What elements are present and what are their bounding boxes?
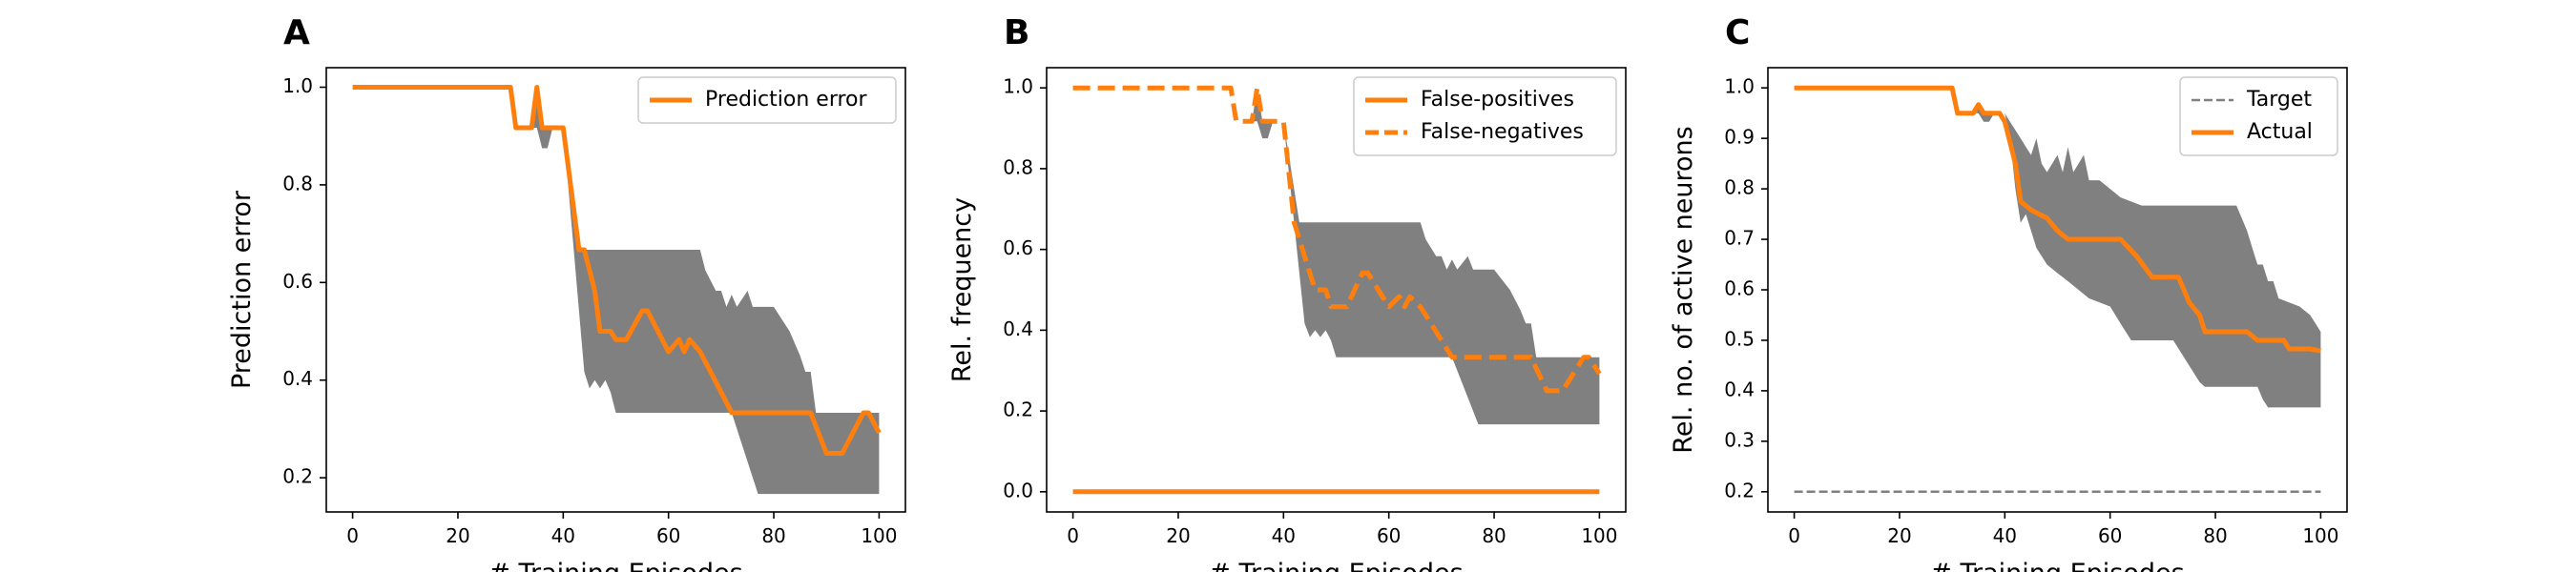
- x-tick-label: 80: [761, 524, 785, 547]
- x-tick-label: 0: [346, 524, 359, 547]
- series-line-prediction-error: [352, 85, 882, 456]
- axes-frame: [1046, 67, 1627, 513]
- panel-b: B 0 20 40 60 80 100 0.0 0.2 0.4 0.6 0.8 1.0 # Trainin…: [947, 13, 1627, 572]
- legend-label: False-negatives: [1421, 120, 1584, 144]
- x-tick-label: 80: [2203, 524, 2227, 547]
- std-band: [352, 87, 880, 495]
- y-tick-label: 0.2: [282, 465, 313, 488]
- x-tick-label: 60: [1377, 524, 1401, 547]
- x-tick-label: 40: [1993, 524, 2017, 547]
- x-axis-label: # Training Episodes: [1209, 559, 1463, 572]
- x-axis-label: # Training Episodes: [1930, 559, 2184, 572]
- y-tick-label: 0.4: [282, 367, 313, 390]
- y-tick-label: 1.0: [1003, 75, 1033, 98]
- y-tick-label: 0.6: [1724, 277, 1755, 300]
- legend-box: [1353, 76, 1617, 156]
- x-tick-label: 80: [1482, 524, 1506, 547]
- y-tick-label: 0.4: [1724, 378, 1755, 400]
- legend-label: Target: [2246, 88, 2312, 112]
- legend-box: [2179, 76, 2338, 156]
- x-tick-label: 20: [1887, 524, 1911, 547]
- panel-letter: A: [283, 13, 310, 52]
- y-tick-label: 0.2: [1003, 398, 1033, 421]
- y-tick-label: 0.7: [1724, 227, 1755, 250]
- y-axis-label: Rel. no. of active neurons: [1669, 126, 1698, 453]
- y-axis-label: Rel. frequency: [947, 197, 977, 382]
- x-tick-label: 100: [861, 524, 897, 547]
- x-tick-label: 20: [446, 524, 469, 547]
- legend-label: Prediction error: [705, 88, 867, 112]
- legend-label: Actual: [2247, 120, 2313, 144]
- x-tick-label: 20: [1166, 524, 1190, 547]
- series-line-false-negatives: [1072, 85, 1602, 394]
- plot-area: [1794, 85, 2321, 494]
- y-tick-label: 0.6: [1003, 236, 1033, 259]
- legend: False-positives False-negatives: [1353, 76, 1617, 156]
- y-axis-label: Prediction error: [227, 190, 257, 389]
- y-tick-label: 0.2: [1724, 479, 1755, 501]
- std-band: [1072, 88, 1600, 425]
- x-tick-label: 0: [1788, 524, 1800, 547]
- y-tick-label: 0.4: [1003, 317, 1033, 340]
- x-tick-label: 100: [1581, 524, 1617, 547]
- legend: Target Actual: [2179, 76, 2338, 156]
- x-tick-label: 60: [2098, 524, 2122, 547]
- y-tick-label: 0.5: [1724, 327, 1755, 350]
- y-tick-label: 0.6: [282, 270, 313, 293]
- y-tick-label: 1.0: [1724, 75, 1755, 98]
- legend: Prediction error: [637, 76, 897, 124]
- panel-c: C 0 20 40 60 80 100 0.2 0.3 0.4 0.5 0.6 0.7 0.8 0.9 1.0…: [1669, 13, 2348, 572]
- y-tick-label: 0.3: [1724, 428, 1755, 451]
- x-tick-label: 40: [551, 524, 575, 547]
- x-tick-label: 0: [1067, 524, 1079, 547]
- std-band: [1794, 88, 2321, 408]
- y-tick-label: 0.8: [282, 172, 313, 194]
- y-tick-label: 0.8: [1003, 155, 1033, 178]
- x-tick-label: 40: [1272, 524, 1296, 547]
- legend-box: [637, 76, 897, 124]
- plot-area: [1072, 85, 1602, 495]
- axes-frame: [325, 67, 906, 513]
- y-tick-label: 0.9: [1724, 126, 1755, 149]
- panel-letter: C: [1725, 13, 1750, 52]
- x-tick-label: 100: [2302, 524, 2338, 547]
- y-tick-label: 0.0: [1003, 479, 1033, 501]
- x-axis-label: # Training Episodes: [488, 559, 742, 572]
- series-line-actual: [1794, 85, 2321, 354]
- plot-area: [352, 85, 882, 495]
- y-tick-label: 1.0: [282, 74, 313, 97]
- panel-letter: B: [1004, 13, 1029, 52]
- x-tick-label: 60: [656, 524, 680, 547]
- panel-a: A 0 20 40 60 80 100 0.2 0.4 0.6 0.8 1.0 # Training E…: [227, 13, 906, 572]
- y-tick-label: 0.8: [1724, 176, 1755, 199]
- legend-label: False-positives: [1421, 88, 1574, 112]
